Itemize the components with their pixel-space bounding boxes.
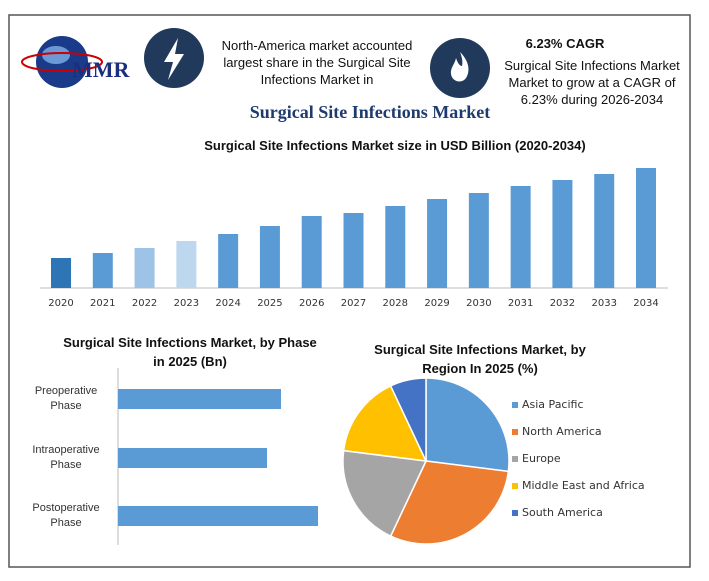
legend-label: South America [522,506,603,519]
legend-swatch [512,456,518,462]
x-tick-label: 2034 [633,298,658,309]
x-tick-label: 2031 [508,298,533,309]
x-tick-label: 2022 [132,298,157,309]
x-tick-label: 2027 [341,298,366,309]
chart-title: Surgical Site Infections Market, by Phas… [63,335,317,369]
bar [218,234,239,288]
bolt-icon [144,28,204,88]
bar [468,193,489,288]
x-tick-label: 2032 [550,298,575,309]
x-tick-label: 2025 [257,298,282,309]
legend-label: North America [522,425,602,438]
pie-slice [342,449,428,538]
bar [118,389,281,409]
bar [594,174,615,288]
flame-icon [430,38,490,98]
y-tick-label: Preoperative Phase [34,385,98,412]
bar [301,216,322,288]
pie-slice [389,377,427,462]
x-tick-label: 2026 [299,298,324,309]
x-tick-label: 2029 [424,298,449,309]
chart-title: Surgical Site Infections Market, by Regi… [374,342,586,376]
legend-swatch [512,510,518,516]
legend-swatch [512,429,518,435]
bar [118,448,267,468]
logo-text: MMR [72,57,131,82]
bar [552,180,573,288]
legend-swatch [512,402,518,408]
bar [92,253,113,288]
info-left: North-America market accounted largest s… [221,38,413,87]
cagr-title: 6.23% CAGR [525,36,605,51]
x-tick-label: 2030 [466,298,491,309]
legend-label: Middle East and Africa [522,479,645,492]
pie-slice [342,384,428,462]
bar [259,226,280,288]
bar [510,186,531,288]
x-tick-label: 2023 [174,298,199,309]
info-right: Surgical Site Infections Market Market t… [504,58,680,107]
x-tick-label: 2033 [591,298,616,309]
bar [427,199,448,288]
bar [636,168,656,288]
legend-swatch [512,483,518,489]
x-tick-label: 2028 [383,298,408,309]
y-tick-label: Intraoperative Phase [32,444,100,471]
bar [51,258,71,288]
main-title: Surgical Site Infections Market [249,102,491,122]
pie-slice [425,377,510,473]
pie-slice [389,460,510,545]
legend-label: Europe [522,452,561,465]
bar [343,213,364,288]
bar [118,506,318,526]
bar [385,206,406,288]
x-tick-label: 2024 [215,298,240,309]
x-tick-label: 2020 [48,298,73,309]
bar [134,248,155,288]
y-tick-label: Postoperative Phase [32,502,100,529]
chart-title: Surgical Site Infections Market size in … [204,138,586,153]
bar [176,241,197,288]
legend-label: Asia Pacific [522,398,584,411]
logo-globe [21,36,103,88]
frame [8,14,691,568]
x-tick-label: 2021 [90,298,115,309]
